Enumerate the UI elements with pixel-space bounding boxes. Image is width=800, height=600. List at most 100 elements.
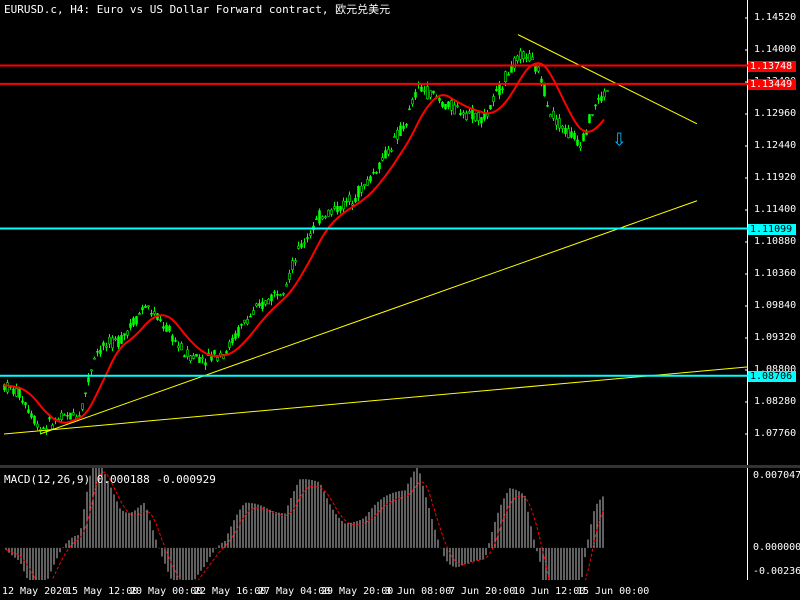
candle (531, 52, 534, 61)
candle (345, 197, 348, 207)
candle (135, 315, 138, 327)
macd-axis-label: 0.007047 (753, 470, 800, 481)
time-axis-label: 10 Jun 12:00 (513, 586, 586, 597)
candle (276, 290, 279, 300)
candle (228, 339, 231, 350)
candle (546, 101, 549, 108)
candle (522, 50, 525, 63)
candle (573, 130, 576, 141)
macd-pane[interactable] (0, 468, 748, 580)
candle (183, 354, 186, 358)
pane-separator[interactable] (0, 465, 800, 468)
candles (3, 48, 609, 435)
candle (294, 258, 297, 266)
macd-label: MACD(12,26,9) 0.000188 -0.000929 (4, 473, 216, 486)
price-chart[interactable] (0, 0, 748, 465)
candle (12, 386, 15, 397)
candle (354, 194, 357, 204)
candle (234, 330, 237, 341)
candle (168, 324, 171, 333)
time-axis: 12 May 2020 15 May 12:00 20 May 00:00 22 Ma… (0, 580, 748, 600)
candle (243, 319, 246, 325)
candle (255, 302, 258, 308)
macd-axis-label: 0.000000 (753, 541, 800, 553)
time-axis-label: 15 Jun 00:00 (577, 586, 650, 597)
price-axis-label: 1.10360 (754, 268, 797, 279)
candle (33, 415, 36, 426)
candle (273, 289, 276, 297)
candle (204, 358, 207, 371)
candle (198, 354, 201, 364)
candle (462, 110, 465, 119)
candle (492, 93, 495, 107)
candle (108, 334, 111, 349)
price-axis-label: 1.07760 (754, 428, 797, 439)
candle (597, 94, 600, 104)
candle (246, 315, 249, 326)
candle (285, 282, 288, 287)
candle (393, 133, 396, 138)
candle (525, 53, 528, 63)
candle (258, 299, 261, 308)
candle (375, 171, 378, 175)
candle (552, 107, 555, 121)
trend-line (39, 200, 698, 435)
price-axis: 1.145201.140001.134801.129601.124401.119… (748, 0, 800, 465)
candle (441, 101, 444, 109)
candle (231, 334, 234, 346)
candle (594, 103, 597, 110)
price-axis-label: 1.10880 (754, 236, 797, 247)
price-axis-label: 1.12440 (754, 140, 797, 151)
candle (381, 153, 384, 162)
candle (192, 352, 195, 360)
candle (81, 403, 84, 412)
time-axis-label: 12 May 2020 (2, 586, 69, 597)
candle (36, 420, 39, 431)
candle (414, 88, 417, 100)
candle (459, 108, 462, 116)
time-axis-label: 22 May 16:00 (194, 586, 267, 597)
price-axis-label: 1.12960 (754, 108, 797, 119)
candle (282, 292, 285, 297)
candle (564, 124, 567, 137)
candle (201, 354, 204, 364)
candle (27, 405, 30, 414)
candle (195, 353, 198, 357)
price-axis-label: 1.11400 (754, 204, 797, 215)
price-axis-label: 1.09840 (754, 300, 797, 311)
candle (567, 124, 570, 139)
candle (171, 333, 174, 346)
candle (105, 342, 108, 352)
candle (519, 48, 522, 64)
trend-line (3, 366, 748, 435)
candle (420, 84, 423, 93)
candle (186, 345, 189, 360)
candle (297, 241, 300, 250)
macd-axis: 0.007047 0.000000 -0.002363 (748, 468, 800, 580)
candle (333, 201, 336, 211)
candle (336, 201, 339, 215)
candle (495, 85, 498, 92)
price-axis-label: 1.08280 (754, 396, 797, 407)
candle (318, 208, 321, 226)
candle (162, 322, 165, 332)
candle (210, 351, 213, 363)
candle (84, 392, 87, 397)
candle (120, 332, 123, 345)
candle (408, 105, 411, 111)
candle (153, 306, 156, 316)
candle (78, 411, 81, 417)
candle (342, 197, 345, 214)
candle (177, 341, 180, 352)
candle (399, 122, 402, 137)
price-axis-label: 1.08800 (754, 364, 797, 375)
candle (225, 349, 228, 354)
candle (330, 208, 333, 217)
candle (306, 233, 309, 243)
candle (126, 330, 129, 339)
candle (363, 183, 366, 190)
candle (117, 335, 120, 350)
candle (138, 311, 141, 315)
candle (51, 423, 54, 430)
